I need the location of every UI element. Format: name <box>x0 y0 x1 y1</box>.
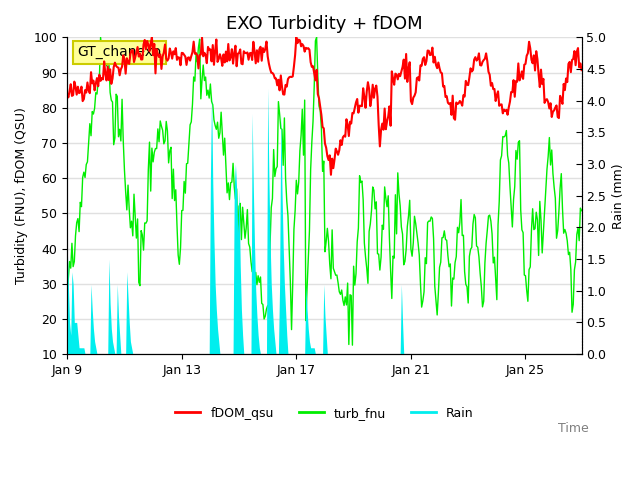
Legend: fDOM_qsu, turb_fnu, Rain: fDOM_qsu, turb_fnu, Rain <box>170 402 479 424</box>
Y-axis label: Rain (mm): Rain (mm) <box>612 163 625 228</box>
Title: EXO Turbidity + fDOM: EXO Turbidity + fDOM <box>226 15 422 33</box>
Y-axis label: Turbidity (FNU), fDOM (QSU): Turbidity (FNU), fDOM (QSU) <box>15 108 28 284</box>
Text: GT_chanexo: GT_chanexo <box>77 45 161 60</box>
Text: Time: Time <box>558 422 589 435</box>
